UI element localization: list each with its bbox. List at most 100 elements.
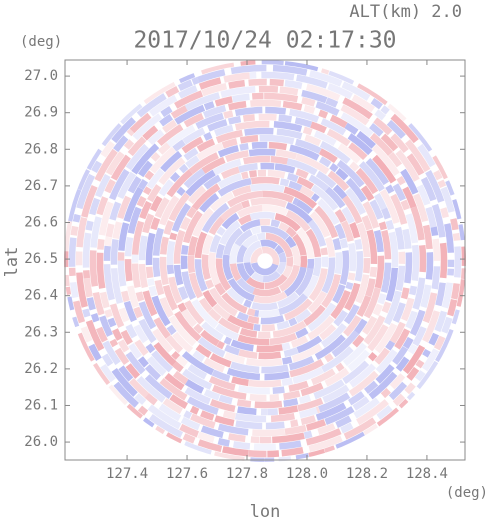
echo-cell <box>368 352 378 362</box>
echo-cell <box>259 134 295 145</box>
echo-cell <box>125 143 149 171</box>
echo-cell <box>217 178 252 197</box>
echo-cell <box>308 174 330 192</box>
echo-cell <box>188 152 219 175</box>
echo-cell <box>430 226 439 237</box>
echo-cell <box>134 393 147 405</box>
echo-cell <box>118 307 130 323</box>
echo-cell <box>274 213 301 232</box>
echo-cell <box>273 121 303 133</box>
echo-cell <box>356 295 372 317</box>
echo-cell <box>369 266 378 278</box>
echo-cell <box>265 232 293 258</box>
echo-cell <box>110 154 131 181</box>
echo-cell <box>145 343 156 354</box>
echo-cell <box>234 413 267 423</box>
echo-cell <box>112 221 123 240</box>
echo-cell <box>269 394 280 402</box>
echo-cell <box>295 168 309 179</box>
echo-cell <box>363 423 380 438</box>
echo-cell <box>385 340 396 351</box>
echo-cell <box>81 185 98 218</box>
echo-cell <box>99 291 110 309</box>
echo-cell <box>126 128 135 137</box>
echo-cell <box>444 223 455 253</box>
y-tick-label: 26.1 <box>24 397 58 413</box>
echo-cell <box>250 262 279 276</box>
echo-cell <box>75 168 91 191</box>
echo-cell <box>69 281 79 299</box>
echo-cell <box>183 168 206 189</box>
echo-cell <box>135 291 145 302</box>
echo-cell <box>154 279 165 296</box>
echo-cell <box>251 271 264 283</box>
echo-cell <box>267 169 286 179</box>
echo-cell <box>332 237 342 251</box>
echo-cell <box>341 81 371 101</box>
echo-cell <box>105 151 125 176</box>
echo-cell <box>381 207 391 220</box>
echo-cell <box>165 335 184 354</box>
echo-cell <box>248 379 282 388</box>
echo-cell <box>123 300 137 323</box>
echo-cell <box>70 316 80 328</box>
echo-cell <box>215 258 232 292</box>
echo-cell <box>172 370 189 385</box>
echo-cell <box>162 398 183 415</box>
echo-cell <box>270 219 281 228</box>
echo-cell <box>412 326 427 347</box>
echo-cell <box>208 216 225 236</box>
echo-cell <box>441 282 453 309</box>
echo-cell <box>422 292 438 324</box>
echo-cell <box>345 187 366 215</box>
echo-cell <box>83 278 93 298</box>
echo-cell <box>82 308 91 318</box>
echo-cell <box>290 419 299 428</box>
echo-cell <box>250 197 288 208</box>
echo-cell <box>70 225 79 236</box>
echo-cell <box>400 168 419 195</box>
echo-cell <box>214 282 226 296</box>
echo-cell <box>272 64 308 76</box>
echo-cell <box>248 450 267 458</box>
echo-cell <box>305 428 342 446</box>
echo-cell <box>285 226 297 238</box>
echo-cell <box>409 285 418 296</box>
echo-cell <box>162 284 178 311</box>
echo-cell <box>144 374 173 399</box>
echo-cell <box>220 202 244 222</box>
echo-cell <box>392 183 407 202</box>
echo-cell <box>405 213 419 244</box>
echo-cell <box>363 315 386 345</box>
echo-cell <box>343 315 362 337</box>
echo-cell <box>356 399 389 426</box>
echo-cell <box>203 101 215 111</box>
echo-cell <box>129 112 152 134</box>
echo-cell <box>248 170 258 178</box>
y-axis-label: lat <box>2 247 22 278</box>
echo-cell <box>243 299 252 308</box>
echo-cell <box>287 172 299 183</box>
echo-cell <box>295 153 330 175</box>
echo-cell <box>138 301 157 330</box>
echo-cell <box>170 105 188 119</box>
echo-cell <box>136 375 166 403</box>
echo-cell <box>284 424 307 436</box>
echo-cell <box>137 405 149 416</box>
echo-cell <box>334 251 343 275</box>
echo-cell <box>265 421 285 430</box>
echo-cell <box>151 295 171 327</box>
echo-cell <box>406 366 420 381</box>
echo-cell <box>367 324 389 352</box>
echo-cell <box>179 423 200 438</box>
echo-cell <box>236 311 249 322</box>
echo-cell <box>302 275 319 298</box>
echo-cell <box>88 343 102 361</box>
echo-cell <box>157 142 171 155</box>
echo-cell <box>133 306 143 319</box>
echo-cell <box>352 396 370 411</box>
echo-cell <box>251 302 279 311</box>
echo-cell <box>109 168 130 201</box>
echo-cell <box>214 96 233 107</box>
echo-cell <box>183 112 204 128</box>
